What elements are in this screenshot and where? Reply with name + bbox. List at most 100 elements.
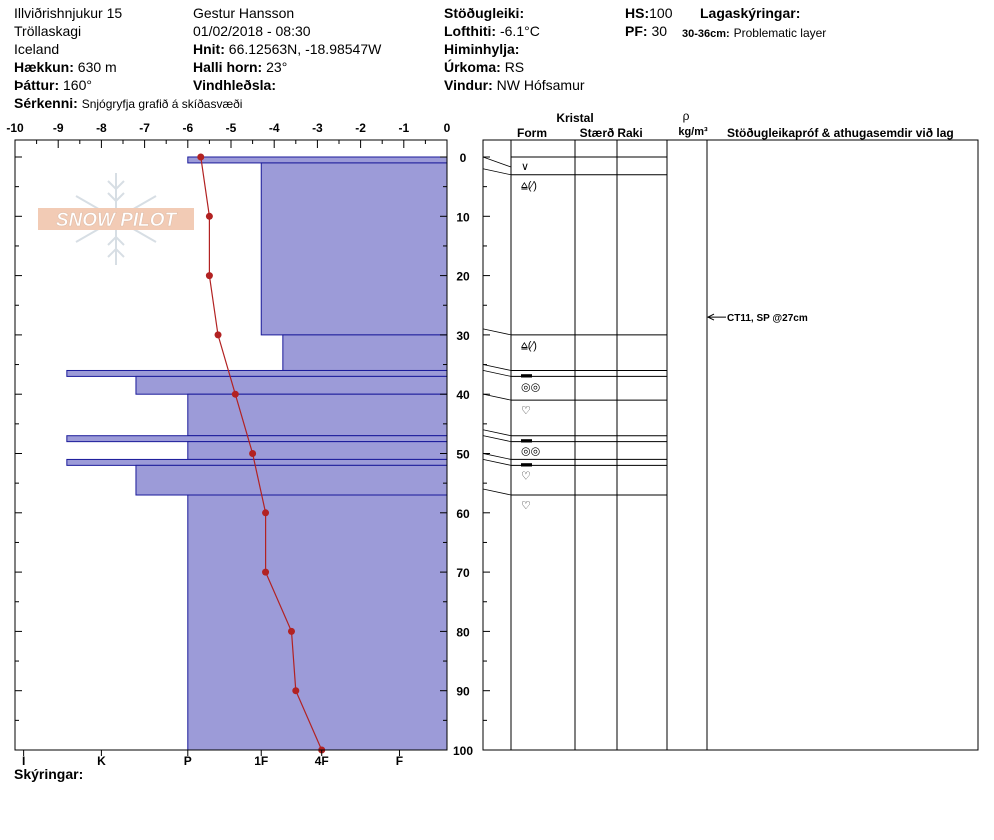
wind-loading-label: Vindhleðsla:	[193, 77, 276, 93]
pf-label: PF:	[625, 23, 648, 39]
facets-rounding-icon: ⩠(⁄)	[521, 180, 537, 192]
depth-tick-label: 70	[456, 566, 470, 580]
layer-note-text: Problematic layer	[733, 26, 827, 40]
precip-label: Úrkoma:	[444, 59, 501, 75]
hardness-bar	[66, 369, 448, 377]
region-name: Tröllaskagi	[14, 23, 82, 39]
hardness-bar	[66, 458, 448, 466]
hardness-bar	[66, 435, 448, 443]
slope-label: Halli horn:	[193, 59, 263, 75]
layer-note-range: 30-36cm:	[682, 28, 730, 40]
layer-connector	[482, 156, 512, 168]
ice-layer-icon: ▬	[521, 368, 532, 380]
slope-value: 23°	[266, 59, 288, 75]
layer-connector	[482, 458, 512, 466]
hardness-tick-label: P	[184, 754, 192, 768]
table-frame	[482, 139, 979, 751]
depth-tick-label: 100	[453, 744, 473, 758]
test-arrow-head	[706, 313, 715, 321]
hardness-bar	[187, 156, 448, 164]
temperature-tick-label: -3	[312, 121, 323, 135]
temperature-tick-label: -9	[53, 121, 64, 135]
depth-tick-label: 30	[456, 329, 470, 343]
layer-note: 30-36cm: Problematic layer	[682, 24, 826, 42]
features-value: Snjógryfja grafið á skíðasvæði	[81, 97, 243, 111]
depth-tick-label: 10	[456, 210, 470, 224]
depth-tick-label: 60	[456, 507, 470, 521]
melt-forms-icon: ◎◎	[521, 381, 540, 393]
hardness-tick-label: 1F	[254, 754, 268, 768]
aspect-label: Þáttur:	[14, 77, 60, 93]
hardness-bar	[260, 162, 448, 336]
temperature-profile	[197, 153, 326, 754]
stability-label: Stöðugleiki:	[444, 5, 525, 21]
temperature-point	[262, 568, 270, 576]
hardness-tick-label: F	[396, 754, 403, 768]
temperature-tick-label: -7	[139, 121, 150, 135]
moisture-header: Raki	[617, 126, 642, 140]
ice-layer-icon: ▬	[521, 457, 532, 469]
density-unit: kg/m³	[678, 126, 708, 138]
stability-test-label: CT11, SP @27cm	[727, 313, 808, 324]
precip-row: Úrkoma: RS	[444, 59, 524, 75]
temperature-tick-label: -4	[269, 121, 280, 135]
air-temp-label: Lofthiti:	[444, 23, 497, 39]
legend-label: Lagaskýringar:	[700, 5, 801, 21]
hardness-profile	[66, 156, 448, 751]
coords-label: Hnit:	[193, 41, 225, 57]
temperature-tick-label: -10	[6, 121, 24, 135]
temperature-point	[214, 331, 222, 339]
depth-tick-label: 80	[456, 625, 470, 639]
elevation-row: Hækkun: 630 m	[14, 59, 117, 75]
aspect-row: Þáttur: 160°	[14, 77, 92, 93]
precip-value: RS	[504, 59, 525, 75]
layer-connector	[482, 435, 512, 443]
rounded-grains-icon: ♡	[521, 405, 531, 417]
pf-row: PF: 30	[625, 23, 667, 39]
wind-label: Vindur:	[444, 77, 493, 93]
layer-connector	[482, 488, 512, 496]
temperature-tick-label: 0	[444, 121, 451, 135]
country-name: Iceland	[14, 41, 60, 57]
pf-value: 30	[651, 23, 668, 39]
temperature-point	[249, 450, 257, 457]
facets-rounding-icon: ⩠(⁄)	[521, 340, 537, 352]
hardness-bar	[135, 375, 448, 395]
aspect-value: 160°	[63, 77, 92, 93]
temperature-tick-label: -1	[398, 121, 409, 135]
depth-tick-label: 90	[456, 685, 470, 699]
crystal-header: Kristal	[556, 111, 593, 125]
features-label: Sérkenni:	[14, 95, 78, 111]
temperature-point	[292, 687, 300, 695]
features-row: Sérkenni: Snjógryfja grafið á skíðasvæði	[14, 95, 242, 112]
elevation-value: 630 m	[77, 59, 117, 75]
hs-value: 100	[649, 5, 673, 21]
coords-value: 66.12563N, -18.98547W	[228, 41, 382, 57]
depth-tick-label: 0	[460, 151, 467, 165]
air-temp-value: -6.1°C	[499, 23, 540, 39]
temperature-point	[197, 153, 205, 161]
sky-label: Himinhylja:	[444, 41, 520, 57]
hardness-tick-label: I	[22, 754, 25, 768]
observation-datetime: 01/02/2018 - 08:30	[193, 23, 311, 39]
layer-connector	[482, 453, 512, 460]
rounded-grains-icon: ♡	[521, 470, 531, 482]
depth-tick-label: 20	[456, 270, 470, 284]
temperature-point	[287, 627, 295, 635]
location-name: Illviðrishnjukur 15	[14, 5, 123, 21]
temperature-point	[262, 509, 270, 517]
slope-row: Halli horn: 23°	[193, 59, 287, 75]
elevation-label: Hækkun:	[14, 59, 74, 75]
notes-label: Skýringar:	[14, 766, 84, 782]
layer-rows: ∨⩠(⁄)⩠(⁄)▬◎◎♡▬◎◎▬♡♡	[482, 156, 667, 512]
air-temp-row: Lofthiti: -6.1°C	[444, 23, 540, 39]
depth-tick-label: 40	[456, 388, 470, 402]
size-header: Stærð	[580, 126, 615, 140]
ice-layer-icon: ▬	[521, 434, 532, 446]
melt-forms-icon: ◎◎	[521, 446, 540, 458]
depth-tick-label: 50	[456, 448, 470, 462]
hardness-bar	[282, 334, 448, 371]
layer-connector	[482, 393, 512, 401]
new-snow-icon: ∨	[521, 161, 529, 173]
